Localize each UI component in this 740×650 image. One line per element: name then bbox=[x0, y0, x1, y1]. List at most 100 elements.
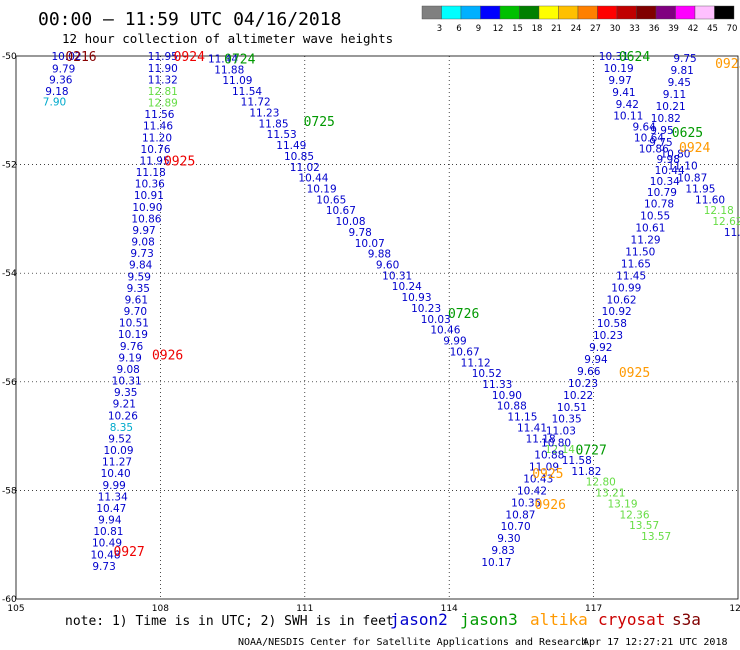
scale-swatch bbox=[636, 5, 657, 20]
wave-height-label: 10.99 bbox=[611, 282, 641, 294]
wave-height-label: 9.97 bbox=[132, 225, 155, 237]
chart-title: 00:00 – 11:59 UTC 04/16/2018 bbox=[38, 9, 341, 30]
wave-height-label: 10.80 bbox=[541, 438, 571, 450]
time-label: 0624 bbox=[619, 50, 650, 65]
time-label: 0926 bbox=[152, 349, 183, 364]
scale-swatch bbox=[558, 5, 579, 20]
scale-label: 18 bbox=[532, 24, 543, 34]
wave-height-label: 11.49 bbox=[276, 140, 306, 152]
wave-height-label: 10.26 bbox=[108, 410, 138, 422]
wave-height-label: 11.23 bbox=[249, 107, 279, 119]
scale-swatch bbox=[499, 5, 520, 20]
wave-height-label: 10.22 bbox=[563, 390, 593, 402]
scale-label: 33 bbox=[629, 24, 640, 34]
wave-height-label: 10.47 bbox=[96, 503, 126, 515]
legend-jason2: jason2 bbox=[390, 610, 448, 629]
time-label: 0924 bbox=[679, 141, 710, 156]
time-label: 0726 bbox=[448, 307, 479, 322]
wave-height-label: 10.17 bbox=[481, 557, 511, 569]
wave-height-label: 9.97 bbox=[608, 75, 631, 87]
wave-height-label: 10.23 bbox=[568, 378, 598, 390]
wave-height-label: 11.12 bbox=[461, 357, 491, 369]
wave-height-label: 10.91 bbox=[134, 190, 164, 202]
wave-height-label: 11.32 bbox=[148, 74, 178, 86]
scale-label: 39 bbox=[668, 24, 679, 34]
wave-height-label: 9.11 bbox=[663, 89, 686, 101]
wave-height-label: 9.35 bbox=[114, 387, 137, 399]
wave-height-label: 13.57 bbox=[641, 531, 671, 543]
wave-height-label: 10.24 bbox=[392, 281, 422, 293]
wave-height-label: 10.21 bbox=[656, 101, 686, 113]
scale-label: 30 bbox=[610, 24, 621, 34]
wave-height-label: 10.90 bbox=[492, 390, 522, 402]
wave-height-label: 10.07 bbox=[355, 238, 385, 250]
wave-height-label: 9.08 bbox=[131, 237, 154, 249]
wave-height-label: 10.09 bbox=[103, 445, 133, 457]
wave-height-label: 9.61 bbox=[125, 294, 148, 306]
wave-height-label: 11.85 bbox=[258, 118, 288, 130]
grid-lines bbox=[16, 56, 738, 599]
wave-height-label: 8.35 bbox=[110, 422, 133, 434]
scale-label: 21 bbox=[551, 24, 562, 34]
wave-height-label: 12.80 bbox=[586, 477, 616, 489]
wave-height-label: 11.6 bbox=[724, 227, 740, 239]
wave-height-label: 10.51 bbox=[557, 402, 587, 414]
wave-height-label: 9.66 bbox=[577, 366, 601, 378]
wave-height-label: 10.51 bbox=[119, 318, 149, 330]
time-label: 0216 bbox=[65, 50, 96, 65]
scale-label: 15 bbox=[512, 24, 523, 34]
legend-s3a: s3a bbox=[672, 610, 701, 629]
wave-height-label: 9.99 bbox=[443, 336, 466, 348]
wave-height-label: 13.21 bbox=[595, 488, 625, 500]
wave-height-label: 10.55 bbox=[640, 211, 670, 223]
wave-height-label: 10.08 bbox=[335, 216, 365, 228]
x-tick-label: 117 bbox=[585, 604, 602, 614]
wave-height-label: 9.19 bbox=[118, 352, 141, 364]
wave-height-label: 9.18 bbox=[45, 86, 68, 98]
wave-height-label: 11.54 bbox=[232, 86, 262, 98]
time-label: 0725 bbox=[304, 115, 335, 130]
wave-height-label: 7.90 bbox=[43, 97, 66, 109]
legend-altika: altika bbox=[530, 610, 588, 629]
wave-height-label: 10.52 bbox=[472, 368, 502, 380]
time-label: 0923 bbox=[715, 57, 740, 72]
scale-label: 36 bbox=[649, 24, 660, 34]
wave-height-label: 11.10 bbox=[668, 161, 698, 173]
scale-swatch bbox=[655, 5, 676, 20]
wave-height-label: 9.94 bbox=[584, 354, 608, 366]
wave-height-label: 10.31 bbox=[112, 376, 142, 388]
x-tick-label: 114 bbox=[441, 604, 458, 614]
scale-swatch bbox=[538, 5, 559, 20]
wave-height-label: 9.84 bbox=[129, 260, 153, 272]
data-points: 10.029.799.369.187.9011.9511.9011.3212.8… bbox=[43, 51, 740, 573]
wave-height-label: 10.42 bbox=[517, 485, 547, 497]
wave-height-label: 11.72 bbox=[241, 97, 271, 109]
wave-height-label: 10.90 bbox=[132, 202, 162, 214]
wave-height-label: 10.44 bbox=[655, 165, 685, 177]
time-label: 0925 bbox=[164, 154, 195, 169]
axis-ticks: 105 108 111 114 117 120 -50 -52 -54 -56 -58 -60 bbox=[2, 52, 740, 614]
y-tick-label: -60 bbox=[2, 595, 17, 605]
wave-height-label: 10.43 bbox=[523, 473, 553, 485]
wave-height-label: 10.40 bbox=[101, 468, 131, 480]
wave-height-label: 11.53 bbox=[267, 129, 297, 141]
footer-credit: NOAA/NESDIS Center for Satellite Applica… bbox=[238, 637, 587, 648]
wave-height-label: 10.61 bbox=[635, 223, 665, 235]
wave-height-label: 10.88 bbox=[497, 401, 527, 413]
wave-height-label: 10.44 bbox=[298, 173, 328, 185]
satellite-legend: jason2 jason3 altika cryosat s3a bbox=[390, 610, 701, 629]
scale-label: 3 bbox=[437, 24, 442, 34]
wave-height-label: 11.58 bbox=[562, 455, 592, 467]
wave-height-label: 10.79 bbox=[647, 187, 677, 199]
wave-height-label: 9.73 bbox=[130, 248, 153, 260]
wave-height-label: 10.92 bbox=[602, 306, 632, 318]
wave-height-label: 10.85 bbox=[284, 151, 314, 163]
legend-cryosat: cryosat bbox=[598, 610, 665, 629]
time-label: 0727 bbox=[576, 444, 607, 459]
wave-height-label: 10.67 bbox=[326, 205, 356, 217]
wave-height-label: 10.78 bbox=[644, 199, 674, 211]
legend-jason3: jason3 bbox=[460, 610, 518, 629]
x-tick-label: 105 bbox=[7, 604, 24, 614]
wave-height-label: 10.35 bbox=[511, 497, 541, 509]
